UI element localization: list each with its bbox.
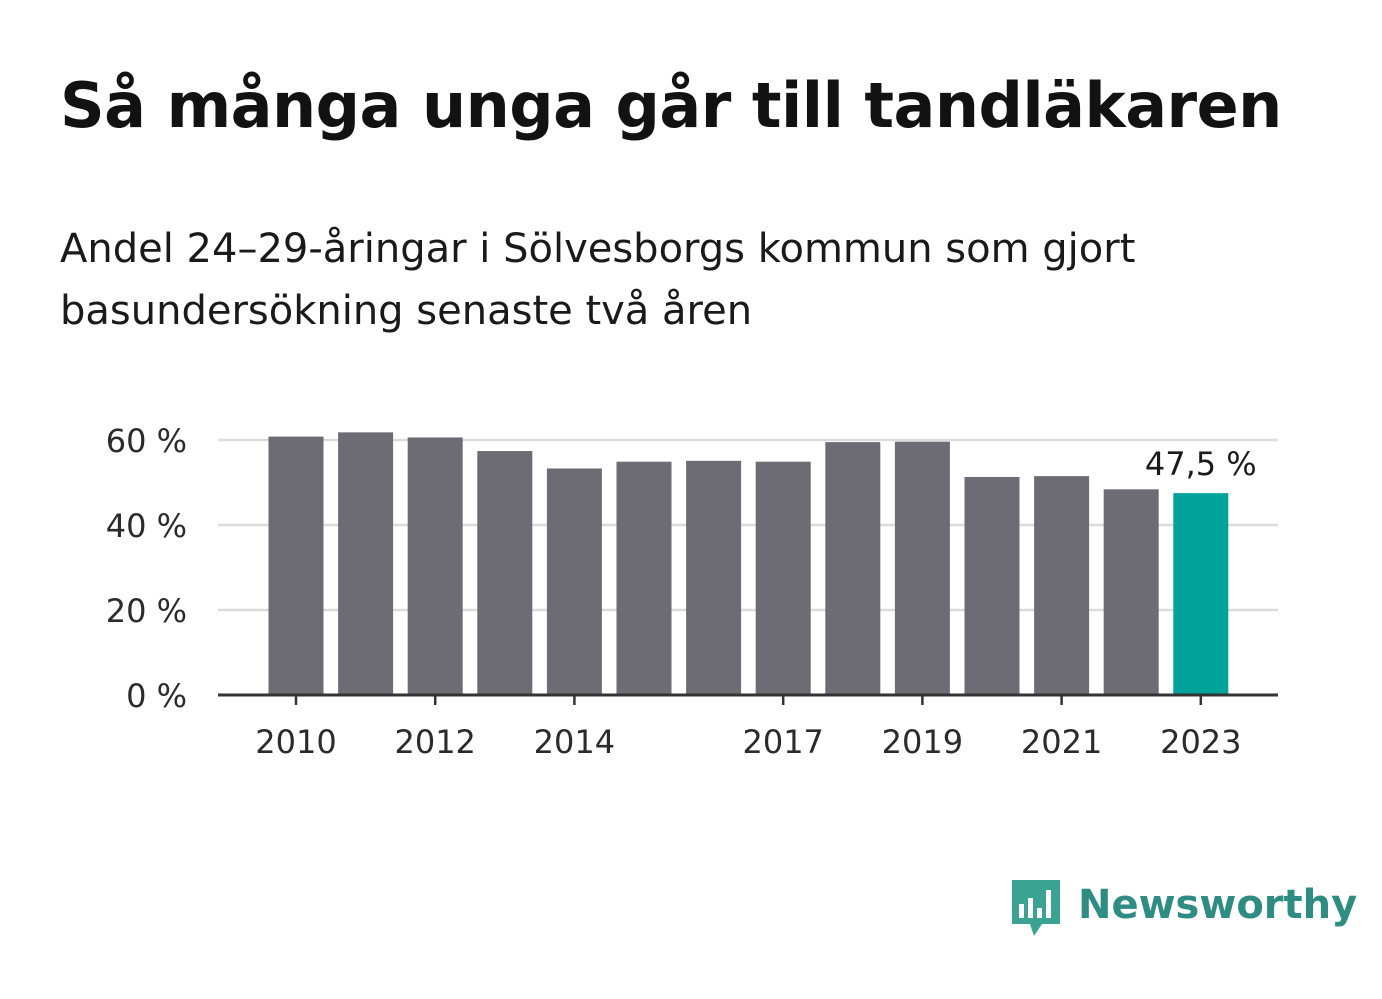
bar-2023 — [1173, 493, 1229, 695]
y-tick-label: 0 % — [126, 677, 187, 715]
bar-chart: 0 % 20 % 40 % 60 % 2010 2012 2014 2017 2019 2021 2… — [106, 422, 1278, 761]
x-tick-label: 2010 — [255, 723, 336, 761]
bar-2022 — [1103, 489, 1159, 695]
bar-2010 — [268, 436, 324, 695]
y-tick-label: 20 % — [106, 592, 187, 630]
brand-name: Newsworthy — [1078, 882, 1358, 928]
x-tick-label: 2021 — [1021, 723, 1102, 761]
bar-2014 — [546, 468, 602, 695]
bar-2012 — [407, 437, 463, 695]
chart-title: Så många unga går till tandläkaren — [60, 69, 1282, 142]
x-tick-label: 2012 — [394, 723, 475, 761]
bar-2017 — [755, 461, 811, 695]
bar-2013 — [477, 451, 533, 695]
x-tick-label: 2023 — [1160, 723, 1241, 761]
bar-2021 — [1034, 476, 1090, 695]
bar-2016 — [686, 460, 742, 695]
newsworthy-logo-icon — [1012, 880, 1060, 936]
bar-2020 — [964, 476, 1020, 695]
x-tick-label: 2017 — [742, 723, 823, 761]
data-label: 47,5 % — [1145, 445, 1257, 483]
axes — [218, 693, 1278, 705]
labels: 0 % 20 % 40 % 60 % 2010 2012 2014 2017 2019 2021 2… — [106, 422, 1257, 761]
x-tick-label: 2019 — [882, 723, 963, 761]
bars — [268, 432, 1229, 695]
bar-2019 — [894, 441, 950, 695]
y-tick-label: 60 % — [106, 422, 187, 460]
x-tick-label: 2014 — [534, 723, 615, 761]
y-tick-label: 40 % — [106, 507, 187, 545]
bar-2011 — [338, 432, 394, 695]
bar-2018 — [825, 442, 881, 695]
grid-lines — [218, 438, 1278, 612]
bar-2015 — [616, 461, 672, 695]
newsworthy-logo: Newsworthy — [1010, 878, 1357, 942]
chart-subtitle: Andel 24–29-åringar i Sölvesborgs kommun… — [60, 226, 1136, 334]
